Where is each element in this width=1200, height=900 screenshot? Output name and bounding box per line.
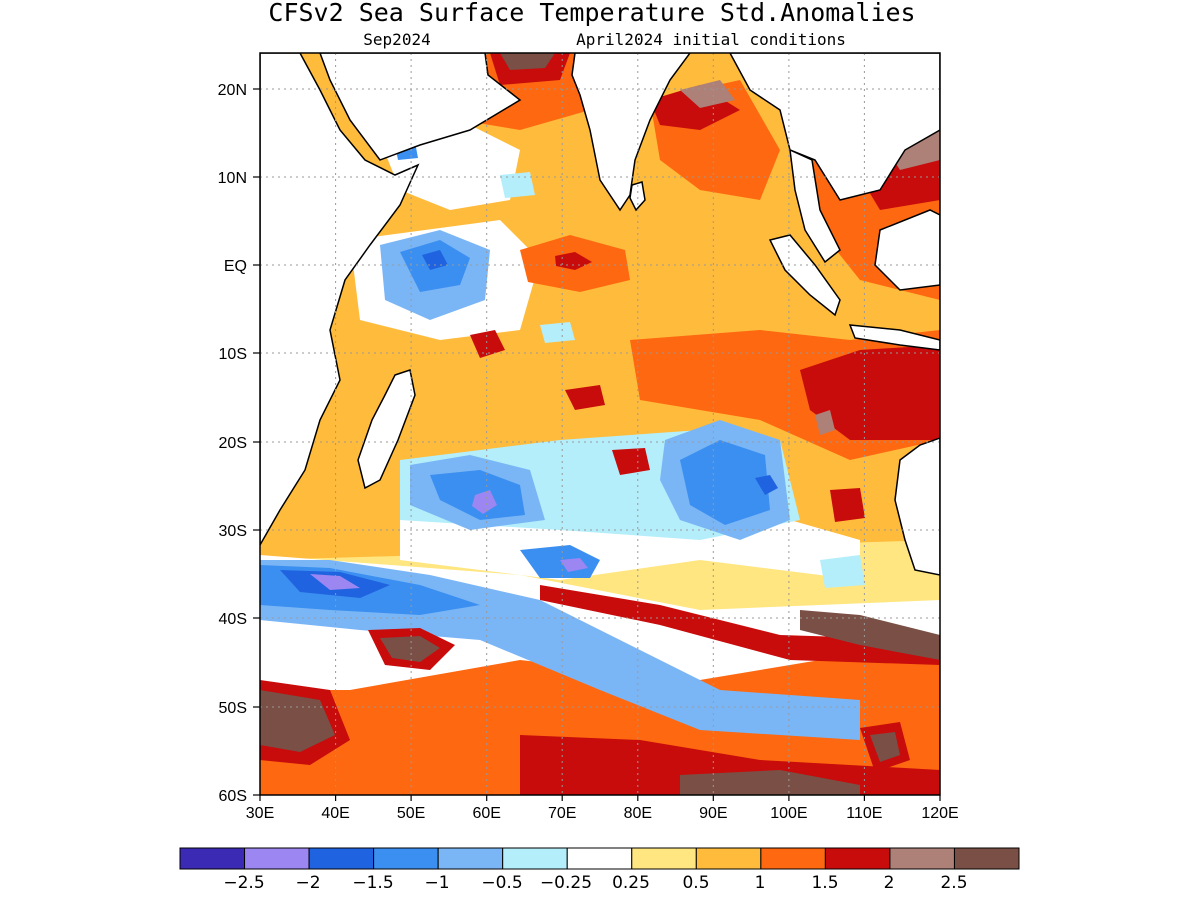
anomaly-region [310,574,360,590]
lon-tick-label: 30E [246,805,274,822]
lon-tick-label: 90E [699,805,727,822]
anomaly-field [260,53,940,795]
legend-label: −2 [295,873,320,893]
lon-tick-label: 80E [624,805,652,822]
anomaly-region [470,330,505,358]
legend-swatch [695,847,762,870]
anomaly-region [520,735,940,795]
legend-swatch [953,847,1020,870]
anomaly-region [800,345,940,440]
anomaly-region [870,732,900,762]
legend-swatch [566,847,633,870]
land-masses [260,53,940,576]
lat-tick-label: 30S [219,523,247,540]
legend-label: 0.25 [612,873,650,893]
anomaly-region [555,252,592,270]
lon-tick-label: 40E [321,805,349,822]
legend-swatch [631,847,697,870]
anomaly-region [472,490,497,514]
legend-swatch [244,847,310,870]
land-india [571,53,691,212]
legend-swatch [502,847,568,870]
legend-label: −0.25 [540,873,592,893]
lon-tick-label: 60E [472,805,500,822]
legend-label: −1 [424,873,449,893]
legend-labels: −2.5 −2 −1.5 −1 −0.5 −0.25 0.25 0.5 1 1.… [223,873,967,893]
land-sumatra [768,234,841,317]
anomaly-region [815,410,835,435]
anomaly-region [540,322,575,343]
lon-axis [259,795,941,801]
anomaly-region [380,636,440,662]
legend-label: 0.5 [682,873,709,893]
legend-swatch [179,847,246,870]
lat-tick-label: 40S [219,611,247,628]
land-indochina [729,53,940,201]
map-panel: 30E 40E 50E 60E 70E 80E 90E 100E 110E 12… [218,52,959,822]
land-borneo [874,209,940,291]
land-sri-lanka [629,181,646,212]
anomaly-region [800,610,940,660]
land-madagascar [357,369,416,490]
legend-label: 1 [755,873,766,893]
anomaly-region [612,448,650,475]
lon-tick-label: 50E [397,805,425,822]
anomaly-region [500,53,555,70]
anomaly-region [680,80,735,108]
anomaly-region [565,385,605,410]
lat-axis [253,88,260,796]
color-legend [179,847,1020,870]
anomaly-region [680,770,860,795]
lat-tick-label: 20S [219,435,247,452]
anomaly-region [540,585,940,665]
legend-swatch [437,847,504,870]
anomaly-region [830,488,865,522]
land-africa [260,53,420,547]
figure-title: CFSv2 Sea Surface Temperature Std.Anomal… [268,0,915,27]
init-conditions-label: April2024 initial conditions [576,30,846,49]
legend-label: −2.5 [223,873,264,893]
lon-tick-label: 70E [548,805,576,822]
map-frame [259,52,941,796]
lon-tick-label: 100E [770,805,807,822]
anomaly-region [820,555,865,588]
legend-swatch [889,847,955,870]
lat-tick-label: 10N [218,170,247,187]
lat-tick-label: EQ [224,258,247,275]
legend-swatch [373,847,439,870]
lon-tick-label: 110E [846,805,882,822]
lat-tick-label: 20N [218,82,247,99]
land-arabia [319,53,522,161]
land-java [848,324,940,351]
legend-label: −1.5 [352,873,393,893]
legend-label: 1.5 [811,873,838,893]
anomaly-region [560,558,588,572]
legend-label: −0.5 [481,873,522,893]
anomaly-region [520,545,600,578]
legend-label: 2.5 [940,873,967,893]
legend-swatch [308,847,375,870]
valid-month-label: Sep2024 [363,30,430,49]
land-malay-peninsula [789,148,841,264]
land-australia [894,437,940,576]
lat-tick-label: 10S [219,346,247,363]
anomaly-region [500,172,535,198]
lat-tick-label: 50S [219,700,247,717]
legend-swatch [824,847,891,870]
anomaly-region [260,690,335,752]
legend-label: 2 [884,873,895,893]
lat-tick-label: 60S [219,788,247,805]
anomaly-region [680,440,770,525]
legend-swatch [760,847,826,870]
anomaly-region [755,475,778,495]
lon-tick-label: 120E [921,805,958,822]
grid-lines [260,53,940,795]
